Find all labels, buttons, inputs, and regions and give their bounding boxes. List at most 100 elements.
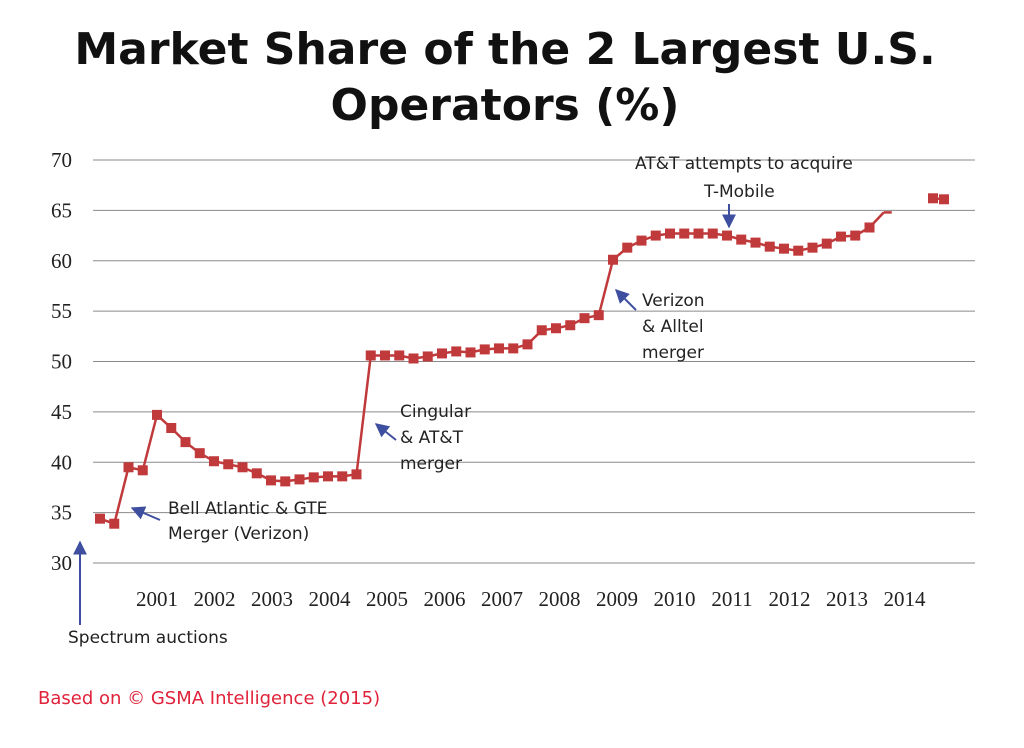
- annotation-arrow: [615, 289, 637, 311]
- data-point: [394, 350, 405, 361]
- annotation-5: AT&T attempts to acquire T-Mobile: [635, 154, 853, 229]
- annotation-line: & AT&T: [400, 428, 464, 448]
- annotation-line: AT&T attempts to acquire: [635, 154, 853, 174]
- data-point: [308, 472, 319, 483]
- data-point: [479, 344, 490, 355]
- source-note: Based on © GSMA Intelligence (2015): [38, 688, 381, 709]
- annotation-arrow: [130, 506, 161, 521]
- data-point: [807, 242, 818, 253]
- data-point: [123, 462, 134, 473]
- data-point: [365, 350, 376, 361]
- annotation-line: Merger (Verizon): [168, 524, 309, 544]
- data-point: [508, 343, 519, 354]
- data-point: [180, 437, 191, 448]
- data-point: [194, 448, 205, 459]
- data-point: [593, 310, 604, 321]
- x-tick-label-2011: 2011: [711, 587, 752, 611]
- annotation-text: Cingular & AT&T merger: [400, 402, 471, 474]
- x-tick-label-2005: 2005: [366, 587, 408, 611]
- annotation-1: Spectrum auctions: [68, 540, 228, 648]
- x-tick-label-2009: 2009: [596, 587, 638, 611]
- data-point: [928, 193, 938, 204]
- data-point: [351, 469, 362, 480]
- x-tick-label-2014: 2014: [884, 587, 927, 611]
- data-point: [665, 228, 675, 239]
- data-point: [750, 237, 761, 248]
- data-point: [551, 323, 561, 334]
- data-point: [864, 222, 875, 233]
- x-tick-label-2007: 2007: [481, 587, 523, 611]
- data-point: [152, 409, 162, 420]
- y-tick-label-35: 35: [51, 501, 72, 525]
- y-tick-label-50: 50: [51, 350, 72, 374]
- x-tick-label-2006: 2006: [424, 587, 466, 611]
- data-point: [650, 230, 661, 241]
- data-point: [251, 468, 262, 479]
- annotation-2: Bell Atlantic & GTE Merger (Verizon): [130, 499, 327, 544]
- annotation-line: Cingular: [400, 402, 471, 422]
- annotation-line: T-Mobile: [703, 182, 775, 202]
- data-point: [223, 459, 234, 470]
- annotation-text: Spectrum auctions: [68, 628, 228, 648]
- data-point: [722, 230, 732, 241]
- annotation-line: merger: [400, 454, 462, 474]
- data-point: [779, 243, 789, 254]
- data-point: [437, 348, 447, 359]
- data-point: [166, 422, 177, 433]
- data-point: [693, 228, 704, 239]
- x-tick-label-2003: 2003: [251, 587, 293, 611]
- data-point: [380, 350, 390, 361]
- series-line: [99, 211, 885, 526]
- x-tick-label-2013: 2013: [826, 587, 868, 611]
- data-point: [237, 462, 248, 473]
- data-point: [323, 471, 333, 482]
- annotation-arrow: [374, 423, 397, 441]
- data-point: [95, 513, 105, 524]
- data-point: [622, 242, 633, 253]
- gridlines: [93, 159, 975, 564]
- annotation-text: Bell Atlantic & GTE Merger (Verizon): [168, 499, 327, 544]
- y-tick-label-65: 65: [51, 198, 72, 222]
- data-point: [494, 343, 504, 354]
- data-point: [337, 471, 348, 482]
- data-point: [850, 230, 861, 241]
- data-point: [579, 313, 590, 324]
- x-tick-label-2001: 2001: [136, 587, 178, 611]
- x-tick-label-2010: 2010: [654, 587, 696, 611]
- annotation-line: Spectrum auctions: [68, 628, 228, 648]
- x-tick-label-2012: 2012: [769, 587, 811, 611]
- data-point: [109, 518, 120, 529]
- x-axis-tick-labels: 2001 2002 2003 2004 2005 2006 2007 2008 2009 2010…: [136, 587, 926, 611]
- data-point: [821, 238, 832, 249]
- data-point: [793, 245, 804, 256]
- data-point: [679, 228, 690, 239]
- annotation-text: Verizon & Alltel merger: [642, 291, 705, 363]
- y-tick-label-70: 70: [51, 148, 72, 172]
- data-point: [408, 353, 419, 364]
- data-point: [209, 456, 219, 467]
- data-point: [608, 254, 618, 265]
- data-point: [451, 346, 462, 357]
- data-point: [836, 231, 846, 242]
- y-tick-label-55: 55: [51, 299, 72, 323]
- data-point: [465, 347, 476, 358]
- annotation-line: Bell Atlantic & GTE: [168, 499, 327, 519]
- y-axis-tick-labels: 70 65 60 55 50 45 40 35 30: [51, 148, 72, 575]
- data-point: [280, 476, 291, 487]
- data-point: [736, 234, 747, 245]
- annotation-4: Verizon & Alltel merger: [615, 289, 705, 363]
- data-point: [422, 351, 433, 362]
- data-point: [939, 194, 949, 205]
- chart-title-line-2: Operators (%): [330, 80, 680, 131]
- y-tick-label-40: 40: [51, 450, 72, 474]
- data-point: [536, 325, 547, 336]
- annotation-line: merger: [642, 343, 704, 363]
- annotation-3: Cingular & AT&T merger: [374, 402, 471, 474]
- data-point: [522, 339, 533, 350]
- series-market-share: [95, 193, 949, 529]
- y-tick-label-45: 45: [51, 400, 72, 424]
- data-point: [636, 235, 647, 246]
- chart-title-line-1: Market Share of the 2 Largest U.S.: [74, 24, 936, 75]
- annotation-text: AT&T attempts to acquire T-Mobile: [635, 154, 853, 202]
- y-tick-label-60: 60: [51, 249, 72, 273]
